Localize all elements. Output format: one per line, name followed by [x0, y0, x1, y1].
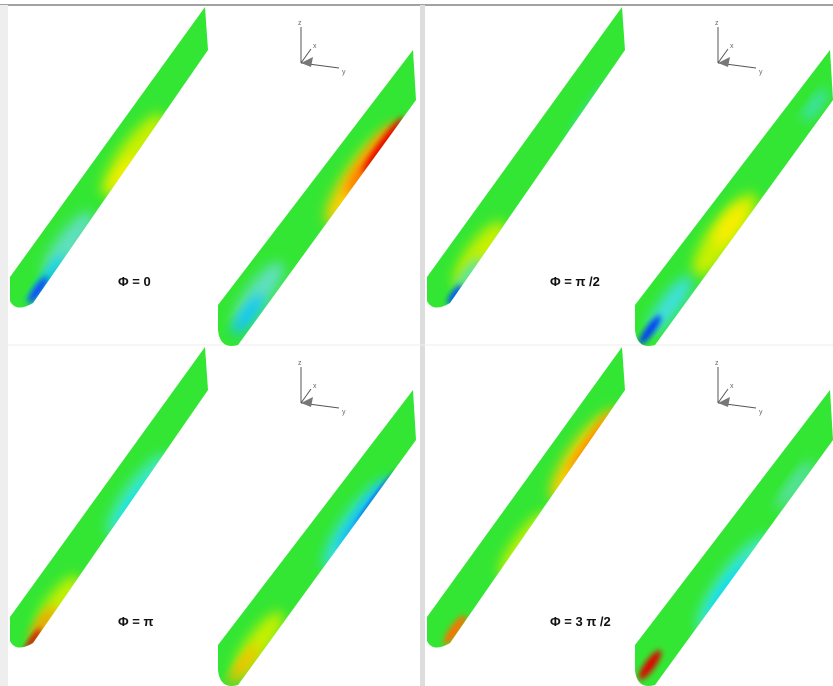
axis-blob [301, 57, 313, 67]
axis-label: x [313, 43, 317, 50]
blade [10, 7, 208, 308]
contour-patch [638, 315, 662, 345]
axis-label: z [298, 20, 302, 27]
blade [427, 7, 625, 308]
axis-label: y [759, 409, 763, 416]
contour-patch [232, 294, 264, 336]
blade [10, 347, 208, 648]
axis [300, 48, 312, 64]
axis-label: y [342, 409, 346, 416]
blade [635, 390, 833, 686]
axis-label: z [715, 20, 719, 27]
axis-triad: z x y [715, 20, 763, 76]
axis-label: x [730, 43, 734, 50]
contour-patch [802, 88, 828, 122]
axis [300, 388, 312, 404]
contours [638, 88, 828, 345]
blade [218, 390, 416, 686]
axis-label: x [313, 383, 317, 390]
contours [28, 113, 165, 305]
axis-blob [301, 397, 313, 407]
axis-label: z [298, 360, 302, 367]
contour-patch [713, 204, 747, 246]
axis [717, 388, 729, 404]
panel-label: Φ = 3 π /2 [550, 614, 611, 629]
contour-patch [447, 285, 463, 305]
blade [635, 50, 833, 346]
blade [427, 347, 625, 648]
axis-label: y [759, 69, 763, 76]
axis-blob [718, 397, 730, 407]
axis-triad: z x y [298, 20, 346, 76]
axis [717, 48, 729, 64]
contour-patch [776, 460, 814, 510]
contour-patch [638, 650, 662, 680]
left-edge [0, 5, 8, 686]
panel-label: Φ = π [118, 614, 153, 629]
contour-patch [28, 276, 48, 304]
panel-label: Φ = π /2 [550, 274, 600, 289]
contour-patch [42, 211, 94, 279]
contour-patch [443, 615, 467, 645]
contour-patch [227, 644, 259, 686]
panel-label: Φ = 0 [118, 274, 151, 289]
contour-patch [362, 116, 404, 174]
axis-triad: z x y [298, 360, 346, 416]
axis-blob [718, 57, 730, 67]
axis-label: x [730, 383, 734, 390]
axis-label: z [715, 360, 719, 367]
axis-label: y [342, 69, 346, 76]
axis-triad: z x y [715, 360, 763, 416]
